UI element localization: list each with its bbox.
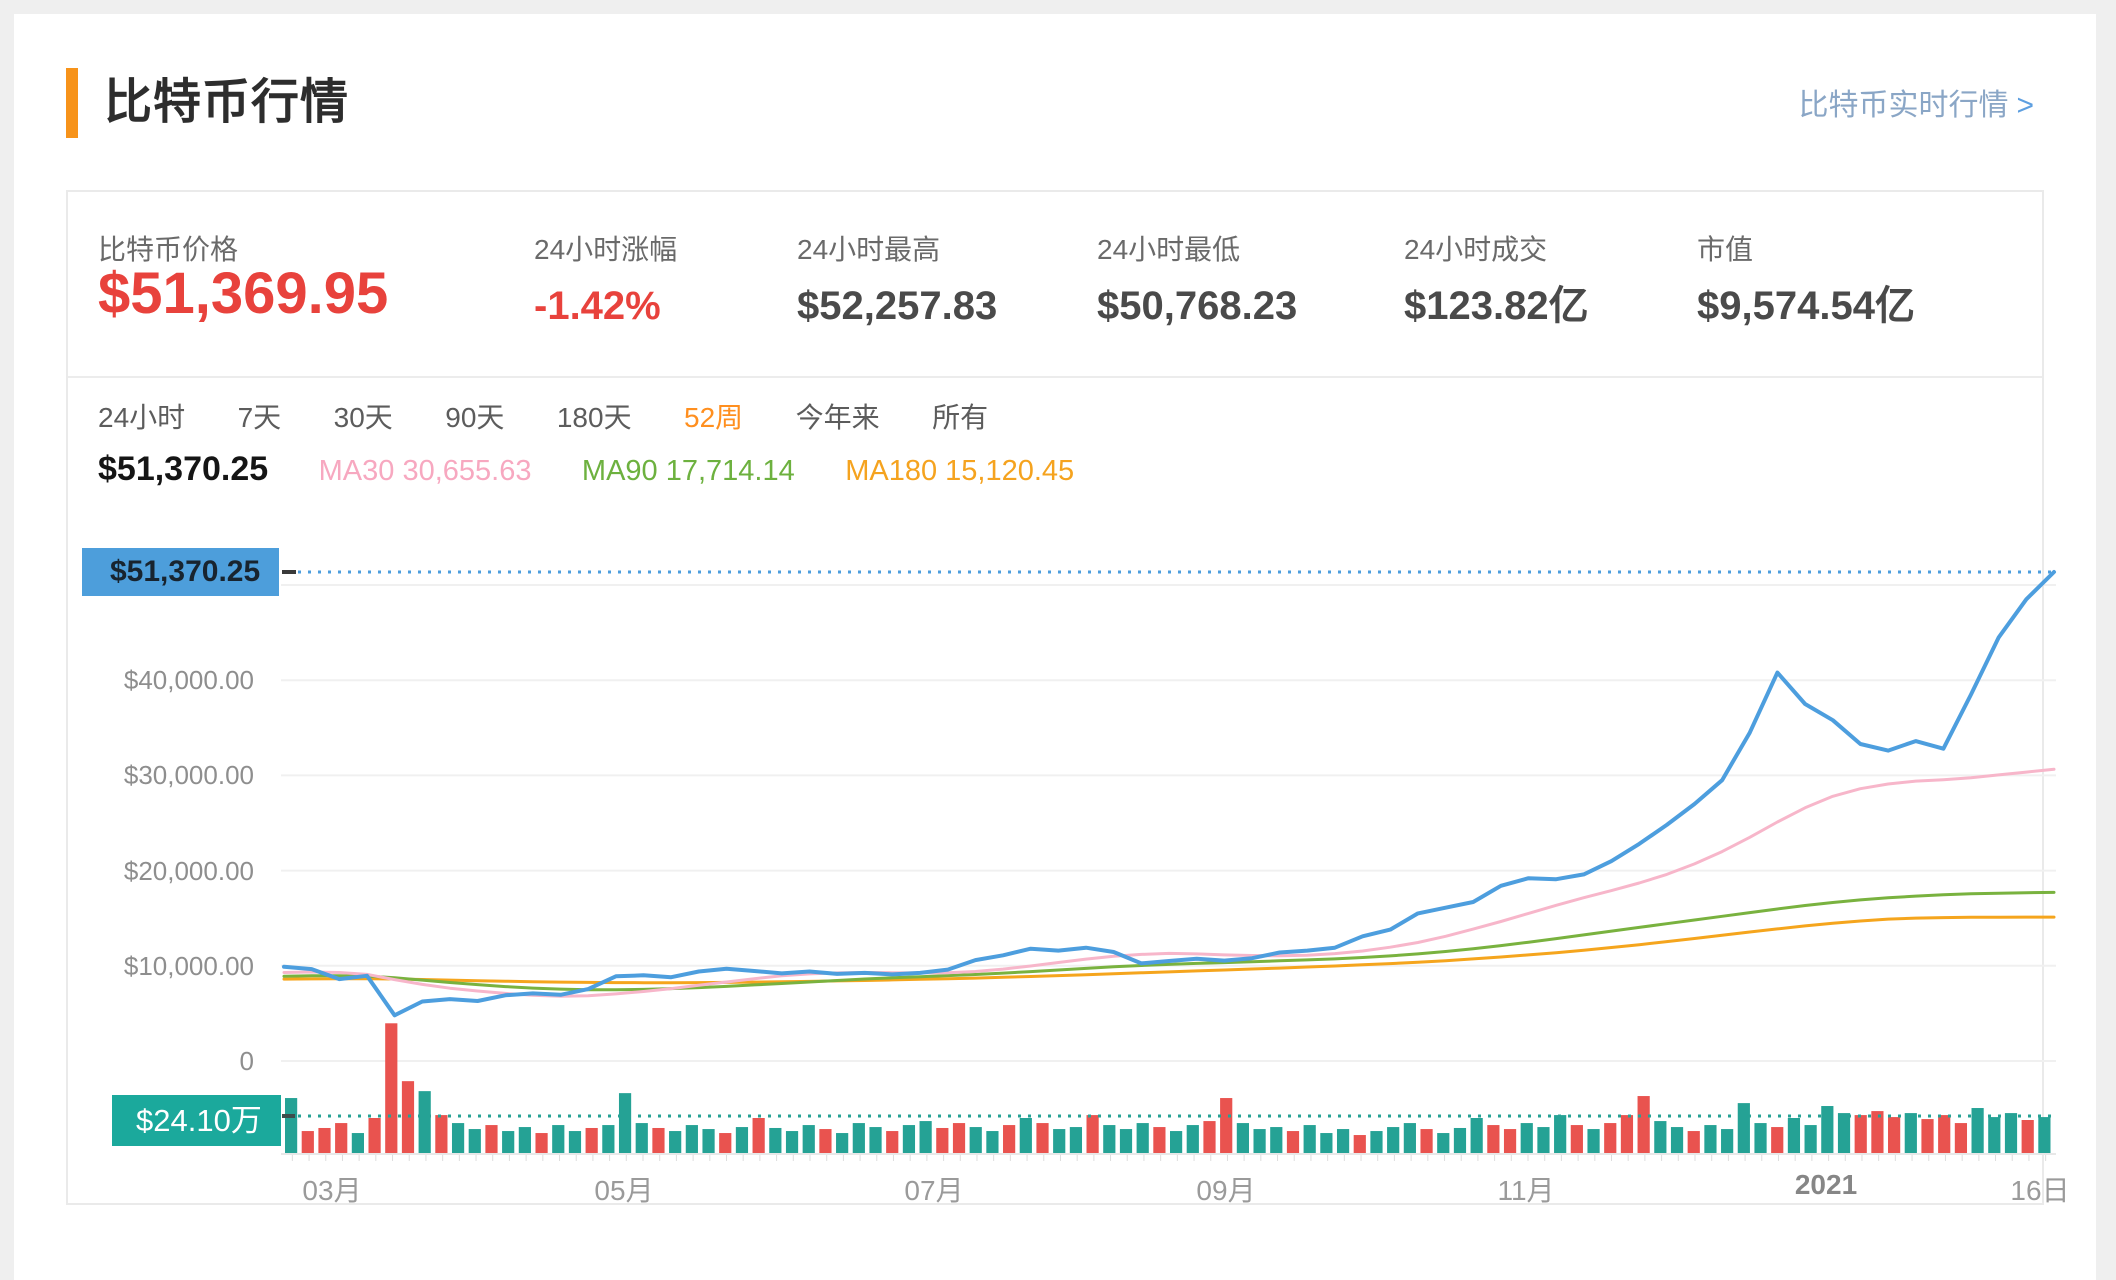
legend-current-price: $51,370.25: [98, 450, 269, 488]
stat-value: $123.82亿: [1404, 284, 1589, 328]
tab-52w[interactable]: 52周: [684, 402, 744, 433]
tab-30d[interactable]: 30天: [333, 402, 393, 433]
stat-label: 比特币价格: [98, 234, 239, 265]
tab-ytd[interactable]: 今年来: [795, 402, 880, 433]
stat-value: $51,369.95: [98, 261, 389, 326]
realtime-quotes-link-text: 比特币实时行情: [1798, 89, 2009, 122]
chevron-right-icon: >: [2016, 89, 2034, 122]
stat-value: $52,257.83: [797, 284, 998, 328]
realtime-quotes-link[interactable]: 比特币实时行情 >: [1798, 86, 2034, 126]
page-title: 比特币行情: [104, 76, 350, 129]
stat-label: 24小时涨幅: [534, 234, 678, 265]
market-card: 比特币价格 $51,369.95 24小时涨幅 -1.42% 24小时最高 $5…: [66, 190, 2044, 1205]
tab-24h[interactable]: 24小时: [98, 402, 186, 433]
stat-label: 市值: [1697, 234, 1754, 265]
stat-label: 24小时最高: [797, 234, 941, 265]
legend-ma180: MA180 15,120.45: [845, 455, 1075, 487]
stat-label: 24小时成交: [1404, 234, 1548, 265]
tab-7d[interactable]: 7天: [237, 402, 282, 433]
stat-value: $9,574.54亿: [1697, 284, 1915, 328]
legend-ma90: MA90 17,714.14: [581, 455, 795, 487]
range-tabs: 24小时 7天 30天 90天 180天 52周 今年来 所有: [98, 398, 1036, 438]
stats-divider: [68, 376, 2042, 378]
content-card: 比特币行情 比特币实时行情 > 比特币价格 $51,369.95 24小时涨幅 -…: [14, 14, 2096, 1280]
stat-value: -1.42%: [534, 284, 661, 328]
stat-label: 24小时最低: [1097, 234, 1241, 265]
chart-legend: $51,370.25 MA30 30,655.63 MA90 17,714.14…: [98, 450, 1120, 494]
tab-180d[interactable]: 180天: [556, 402, 632, 433]
stat-value: $50,768.23: [1097, 284, 1298, 328]
tab-all[interactable]: 所有: [932, 402, 989, 433]
tab-90d[interactable]: 90天: [445, 402, 505, 433]
legend-ma30: MA30 30,655.63: [318, 455, 532, 487]
title-accent-bar: [66, 68, 78, 138]
